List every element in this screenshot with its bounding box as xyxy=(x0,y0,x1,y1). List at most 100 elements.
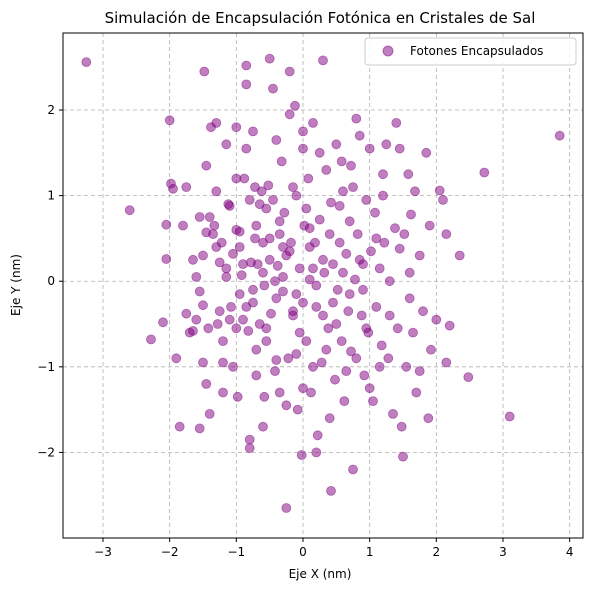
data-point xyxy=(434,185,445,196)
data-point xyxy=(243,325,254,336)
data-point xyxy=(504,411,515,422)
data-point xyxy=(244,194,255,205)
x-tick-label: 4 xyxy=(566,545,574,559)
data-point xyxy=(264,53,275,64)
data-point xyxy=(298,126,308,137)
data-point xyxy=(303,173,314,184)
data-point xyxy=(441,229,452,240)
data-point xyxy=(318,254,328,265)
data-point xyxy=(371,301,382,312)
data-point xyxy=(204,212,215,222)
data-point xyxy=(278,242,288,252)
data-point xyxy=(271,355,282,365)
data-point xyxy=(250,233,260,244)
data-point xyxy=(390,223,400,234)
data-point xyxy=(379,237,390,248)
data-point xyxy=(388,408,398,419)
data-point xyxy=(258,267,268,278)
data-point xyxy=(288,306,298,317)
data-point xyxy=(209,220,220,231)
x-tick-label: 0 xyxy=(299,545,307,559)
x-tick-label: 1 xyxy=(366,545,374,559)
data-point xyxy=(414,250,425,261)
data-point xyxy=(236,270,247,281)
data-point xyxy=(278,286,288,297)
data-point xyxy=(401,361,412,372)
data-point xyxy=(231,173,242,184)
x-tick-label: −3 xyxy=(94,545,112,559)
data-point xyxy=(463,372,474,383)
data-point xyxy=(281,400,292,411)
data-point xyxy=(321,164,332,175)
data-point xyxy=(418,306,428,317)
x-tick-label: −2 xyxy=(161,545,179,559)
data-point xyxy=(381,139,392,150)
chart-title: Simulación de Encapsulación Fotónica en … xyxy=(105,9,536,27)
data-point xyxy=(298,297,308,308)
data-point xyxy=(161,219,172,230)
data-point xyxy=(298,143,308,154)
data-point xyxy=(211,242,222,252)
data-point xyxy=(231,323,242,334)
data-point xyxy=(191,314,202,325)
data-point xyxy=(308,361,318,372)
data-point xyxy=(188,254,198,265)
data-point xyxy=(324,413,335,424)
y-axis-label: Eje Y (nm) xyxy=(9,254,23,316)
data-point xyxy=(256,186,267,197)
data-point xyxy=(290,100,300,111)
data-point xyxy=(343,306,354,317)
data-point xyxy=(271,293,282,304)
data-point xyxy=(438,194,448,205)
data-point xyxy=(321,344,332,355)
data-point xyxy=(338,186,348,197)
data-point xyxy=(323,323,334,334)
data-point xyxy=(284,66,295,77)
data-point xyxy=(272,260,283,271)
data-point xyxy=(214,257,225,268)
data-point xyxy=(328,259,338,270)
data-point xyxy=(304,242,315,252)
y-tick-label: −2 xyxy=(37,445,55,459)
data-point xyxy=(181,308,192,319)
data-point xyxy=(444,320,455,331)
data-point xyxy=(241,60,252,71)
data-point xyxy=(294,263,305,274)
data-point xyxy=(324,229,335,240)
data-point xyxy=(423,413,434,424)
data-point xyxy=(124,205,135,216)
data-point xyxy=(346,346,356,357)
data-point xyxy=(181,182,192,193)
data-point xyxy=(244,434,255,445)
data-point xyxy=(271,135,282,145)
data-point xyxy=(346,160,356,171)
data-point xyxy=(234,242,245,252)
data-point xyxy=(351,113,362,124)
data-point xyxy=(330,374,340,385)
data-point xyxy=(248,284,258,295)
data-point xyxy=(314,214,325,225)
data-point xyxy=(283,353,294,364)
data-point xyxy=(298,383,308,394)
data-point xyxy=(204,408,215,419)
data-point xyxy=(344,216,355,227)
data-point xyxy=(188,325,198,336)
x-axis-label: Eje X (nm) xyxy=(289,567,352,581)
data-point xyxy=(251,370,262,381)
data-point xyxy=(203,323,214,334)
data-point xyxy=(218,336,228,347)
data-point xyxy=(244,443,255,454)
legend-label: Fotones Encapsulados xyxy=(410,44,543,58)
data-point xyxy=(201,378,212,389)
data-point xyxy=(358,284,368,295)
data-point xyxy=(383,353,394,364)
data-point xyxy=(281,503,292,513)
data-point xyxy=(364,143,375,154)
data-point xyxy=(404,267,415,278)
y-tick-label: 2 xyxy=(47,103,55,117)
data-point xyxy=(279,207,290,218)
data-point xyxy=(276,156,287,167)
data-point xyxy=(334,237,345,248)
data-point xyxy=(284,109,295,120)
data-point xyxy=(374,263,385,274)
